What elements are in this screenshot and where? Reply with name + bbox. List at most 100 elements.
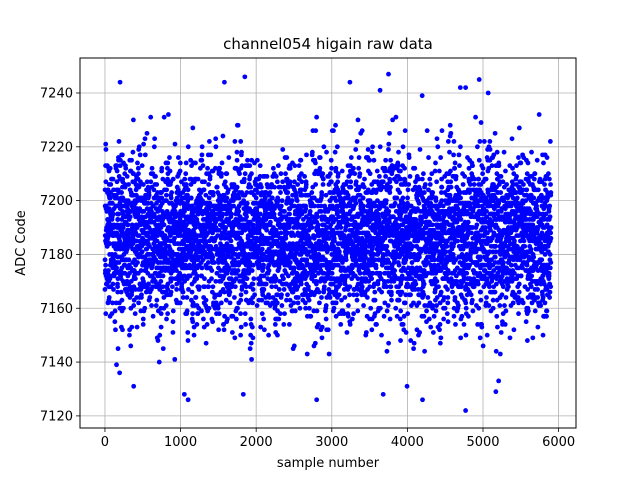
data-point	[374, 322, 379, 327]
data-point	[163, 303, 169, 308]
data-point	[191, 332, 197, 338]
data-point	[348, 179, 354, 185]
data-point	[298, 157, 304, 163]
data-point	[347, 322, 353, 327]
data-point	[115, 284, 120, 290]
data-point	[122, 184, 128, 190]
data-point	[165, 176, 170, 182]
data-point	[110, 300, 115, 306]
data-point	[303, 182, 309, 187]
data-point	[221, 322, 227, 327]
data-point	[233, 316, 239, 322]
data-point	[416, 254, 422, 260]
data-point	[314, 114, 320, 120]
data-point	[244, 214, 249, 220]
data-point	[386, 147, 391, 152]
data-point	[291, 343, 297, 349]
data-point	[338, 225, 344, 230]
data-point	[368, 305, 374, 311]
data-point	[331, 128, 336, 134]
data-point	[249, 171, 254, 177]
data-point	[278, 171, 284, 177]
data-point	[474, 144, 480, 150]
data-point	[286, 322, 292, 327]
data-point	[445, 300, 451, 306]
data-point	[117, 157, 123, 163]
data-point	[133, 276, 138, 282]
data-point	[317, 165, 323, 171]
data-point	[434, 179, 440, 185]
data-point	[115, 289, 121, 295]
data-point	[170, 284, 175, 290]
data-point	[199, 265, 205, 271]
data-point	[110, 200, 115, 206]
data-point	[177, 160, 183, 166]
data-point	[257, 163, 263, 169]
data-point	[452, 160, 458, 166]
data-point	[270, 165, 276, 171]
data-point	[405, 195, 410, 201]
data-point	[259, 184, 264, 190]
data-point	[271, 211, 277, 217]
data-point	[266, 332, 271, 338]
data-point	[463, 332, 469, 338]
data-point	[229, 330, 235, 335]
data-point	[397, 190, 403, 195]
data-point	[232, 284, 238, 290]
data-point	[251, 276, 257, 282]
data-point	[469, 230, 474, 236]
data-point	[273, 174, 279, 179]
data-point	[356, 165, 362, 171]
data-point	[463, 305, 469, 311]
data-point	[126, 182, 131, 187]
data-point	[114, 179, 120, 185]
data-point	[377, 270, 383, 276]
data-point	[455, 238, 461, 244]
data-point	[139, 249, 145, 255]
data-point	[384, 348, 390, 354]
data-point	[232, 295, 237, 300]
data-point	[107, 241, 113, 247]
data-point	[329, 270, 335, 276]
data-point	[323, 303, 329, 308]
data-point	[138, 268, 144, 273]
data-point	[478, 297, 484, 303]
data-point	[387, 316, 393, 322]
data-point	[370, 144, 375, 150]
data-point	[308, 313, 314, 319]
data-point	[206, 284, 211, 290]
data-point	[147, 243, 152, 249]
data-point	[263, 281, 269, 287]
data-point	[117, 370, 123, 376]
data-point	[172, 235, 177, 241]
data-point	[134, 238, 140, 244]
data-point	[321, 284, 327, 290]
data-point	[114, 163, 120, 169]
data-point	[477, 335, 483, 341]
data-point	[114, 265, 119, 271]
data-point	[268, 219, 273, 225]
data-point	[243, 322, 249, 327]
data-point	[136, 300, 142, 306]
data-point	[139, 292, 144, 298]
data-point	[371, 157, 377, 163]
data-point	[189, 289, 195, 295]
data-point	[164, 316, 169, 322]
data-point	[328, 157, 334, 163]
data-point	[386, 208, 392, 214]
data-point	[152, 136, 158, 142]
data-point	[248, 340, 254, 346]
data-point	[398, 308, 404, 314]
data-point	[201, 316, 206, 322]
data-point	[138, 287, 144, 292]
data-point	[439, 184, 445, 190]
data-point	[445, 287, 450, 292]
data-point	[129, 157, 134, 163]
data-point	[343, 257, 349, 263]
data-point	[393, 114, 399, 120]
data-point	[213, 278, 219, 284]
data-point	[445, 295, 451, 300]
data-point	[202, 179, 207, 185]
data-point	[386, 141, 392, 147]
data-point	[110, 211, 116, 217]
